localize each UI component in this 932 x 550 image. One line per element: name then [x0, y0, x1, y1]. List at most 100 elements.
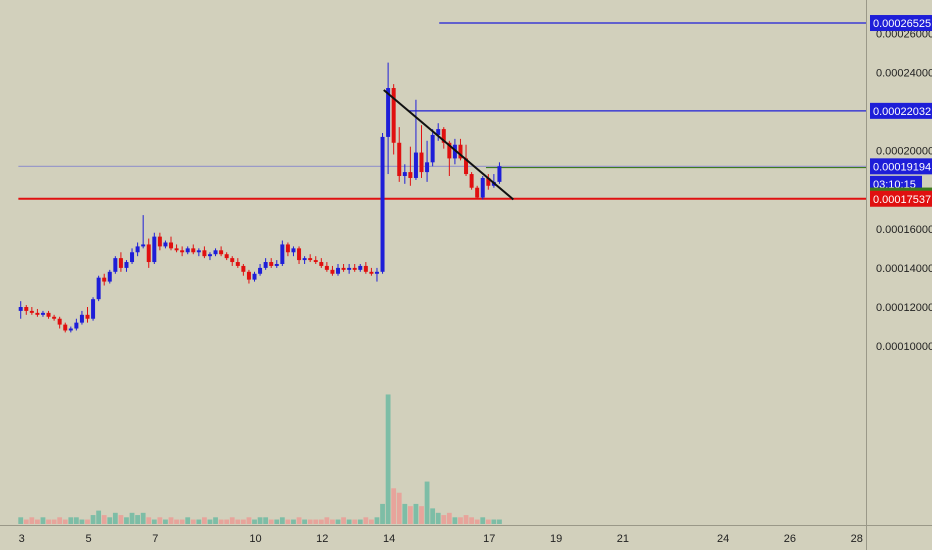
candle[interactable]: [235, 258, 240, 268]
candle-body: [497, 166, 502, 182]
candle[interactable]: [52, 314, 57, 321]
candle[interactable]: [374, 267, 379, 282]
candle[interactable]: [413, 99, 418, 180]
volume-bar: [57, 517, 63, 524]
candle[interactable]: [91, 297, 96, 321]
candle[interactable]: [163, 240, 168, 249]
candle[interactable]: [102, 273, 107, 286]
candle[interactable]: [297, 246, 302, 264]
candle[interactable]: [408, 146, 413, 186]
candle[interactable]: [118, 252, 123, 272]
candle[interactable]: [85, 307, 90, 323]
candle[interactable]: [336, 263, 341, 276]
volume-bar: [107, 517, 113, 524]
candle[interactable]: [202, 246, 207, 259]
candle[interactable]: [157, 232, 162, 251]
y-tick-label: 0.00020000: [876, 146, 932, 158]
candle[interactable]: [258, 263, 263, 276]
candle[interactable]: [40, 310, 45, 317]
candle[interactable]: [96, 275, 101, 302]
candle[interactable]: [269, 258, 274, 268]
candle[interactable]: [330, 265, 335, 276]
candle[interactable]: [324, 262, 329, 272]
candle[interactable]: [391, 84, 396, 155]
candle[interactable]: [252, 271, 257, 282]
candle[interactable]: [452, 138, 457, 165]
candle[interactable]: [18, 301, 23, 319]
candle[interactable]: [358, 263, 363, 272]
candle[interactable]: [419, 125, 424, 178]
candle[interactable]: [207, 252, 212, 261]
candle[interactable]: [280, 240, 285, 266]
candle[interactable]: [191, 244, 196, 255]
candle[interactable]: [397, 127, 402, 182]
candle[interactable]: [241, 263, 246, 276]
candle[interactable]: [302, 256, 307, 264]
candle[interactable]: [313, 256, 318, 264]
candle[interactable]: [469, 172, 474, 190]
candle[interactable]: [141, 215, 146, 249]
candle[interactable]: [230, 256, 235, 266]
candle[interactable]: [46, 310, 51, 319]
candle[interactable]: [352, 263, 357, 272]
candle-body: [336, 267, 341, 274]
candle[interactable]: [180, 246, 185, 257]
candle[interactable]: [68, 326, 73, 333]
candle[interactable]: [79, 310, 84, 325]
candle[interactable]: [285, 242, 290, 257]
candle[interactable]: [174, 244, 179, 253]
candle[interactable]: [308, 254, 313, 263]
price-label: 0.00019194: [870, 158, 932, 175]
plot-area[interactable]: [0, 0, 866, 525]
candle[interactable]: [480, 176, 485, 200]
candle[interactable]: [441, 127, 446, 149]
candle[interactable]: [291, 246, 296, 257]
candle[interactable]: [486, 174, 491, 190]
candle[interactable]: [135, 242, 140, 257]
candle[interactable]: [430, 129, 435, 167]
price-label-text: 0.00026525: [873, 18, 931, 30]
candle-body: [241, 265, 246, 272]
candle[interactable]: [436, 123, 441, 141]
candle[interactable]: [425, 140, 430, 182]
candle[interactable]: [29, 307, 34, 315]
candle[interactable]: [57, 316, 62, 329]
candle[interactable]: [24, 305, 29, 315]
candle[interactable]: [196, 248, 201, 257]
candle[interactable]: [347, 263, 352, 274]
candle[interactable]: [402, 164, 407, 184]
candle[interactable]: [213, 248, 218, 257]
trendline[interactable]: [383, 89, 515, 201]
candle[interactable]: [458, 138, 463, 161]
candle[interactable]: [152, 232, 157, 264]
candle[interactable]: [319, 258, 324, 268]
candle[interactable]: [113, 256, 118, 274]
price-axis[interactable]: [866, 0, 932, 550]
candle[interactable]: [274, 260, 279, 268]
candle-body: [419, 152, 424, 173]
candle[interactable]: [386, 62, 391, 175]
volume-bar: [179, 519, 185, 524]
candle[interactable]: [246, 269, 251, 284]
candle[interactable]: [263, 258, 268, 270]
candle[interactable]: [107, 269, 112, 284]
candle[interactable]: [130, 248, 135, 264]
candle[interactable]: [63, 322, 68, 333]
candle[interactable]: [35, 308, 40, 317]
candle[interactable]: [497, 162, 502, 184]
candle[interactable]: [169, 236, 174, 251]
candle[interactable]: [369, 267, 374, 276]
candle[interactable]: [224, 252, 229, 261]
candle[interactable]: [475, 185, 480, 200]
candle[interactable]: [146, 238, 151, 268]
candle[interactable]: [380, 132, 385, 274]
candle-body: [169, 242, 174, 249]
candle[interactable]: [341, 263, 346, 272]
candle[interactable]: [219, 246, 224, 257]
candle[interactable]: [185, 246, 190, 255]
candle[interactable]: [124, 260, 129, 272]
candle[interactable]: [74, 318, 79, 331]
candle[interactable]: [363, 262, 368, 274]
